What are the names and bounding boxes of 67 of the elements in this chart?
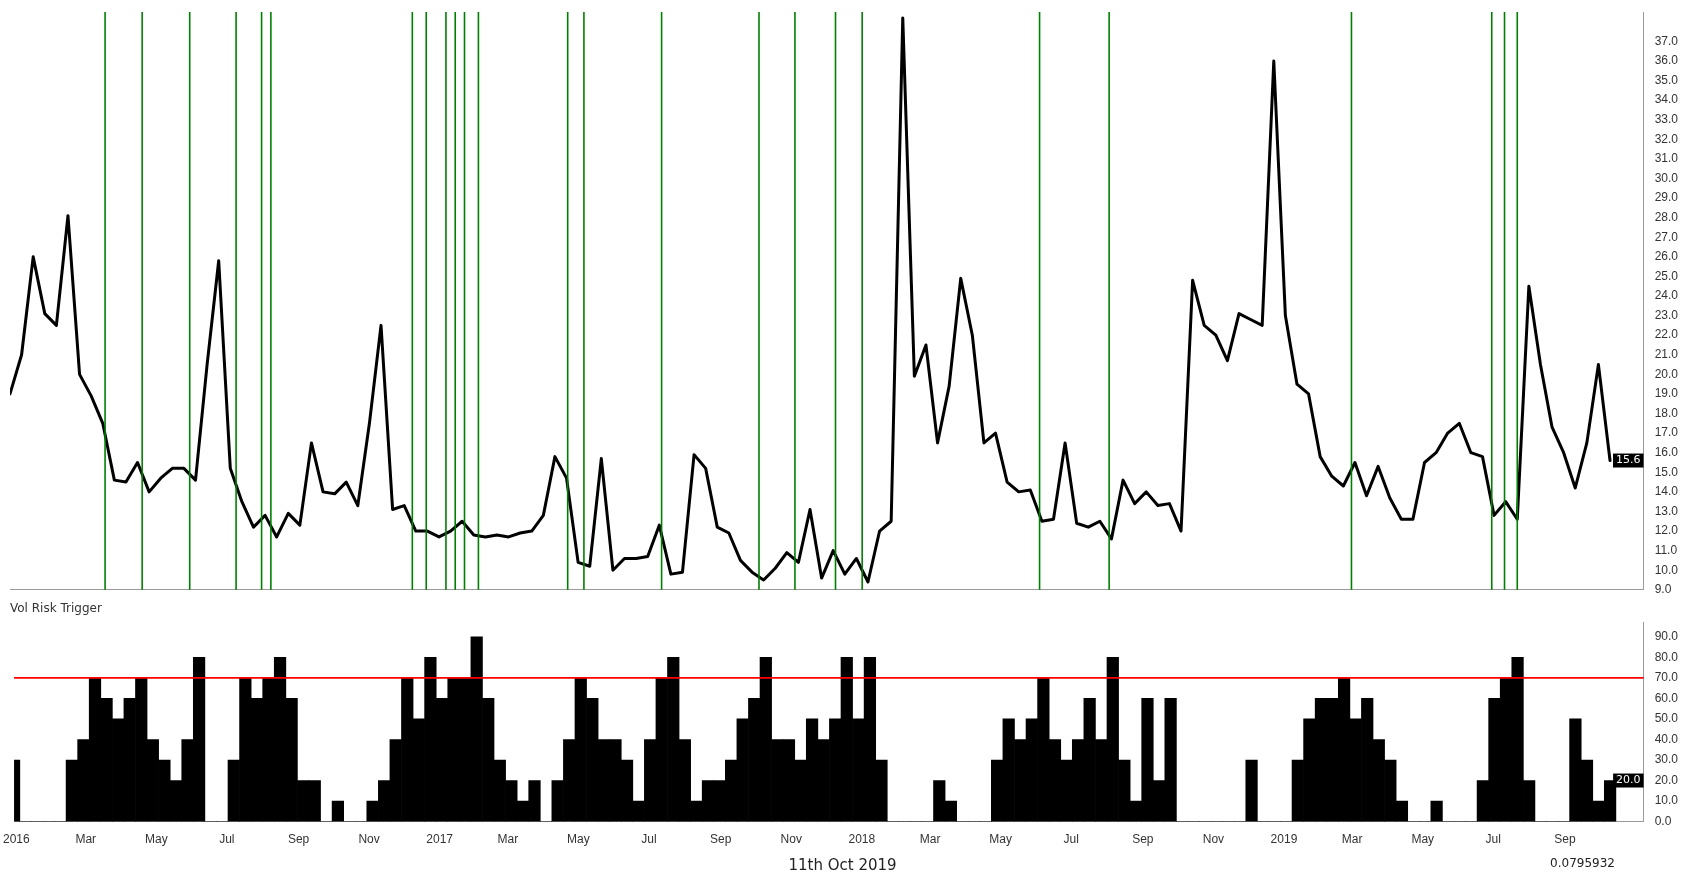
y-tick-label: 50.0 — [1654, 711, 1679, 726]
y-tick-label: 19.0 — [1654, 386, 1679, 401]
y-tick-label: 21.0 — [1654, 347, 1679, 362]
text: 0.0795932 — [1550, 856, 1615, 870]
y-tick-label: 16.0 — [1654, 445, 1679, 460]
y-tick-label: 20.0 — [1654, 366, 1679, 381]
x-tick-label: May — [144, 832, 168, 847]
annotation: 20.0 — [1616, 773, 1641, 787]
x-tick-label: Mar — [919, 832, 941, 847]
x-tick-label: Mar — [1341, 832, 1363, 847]
x-tick-label: Jul — [1063, 832, 1079, 847]
y-tick-label: 28.0 — [1654, 209, 1679, 224]
y-tick-label: 30.0 — [1654, 170, 1679, 185]
x-tick-label: May — [989, 832, 1012, 847]
x-tick-label: Mar — [75, 832, 97, 847]
x-tick-label: Sep — [1132, 832, 1154, 847]
text: 11th Oct 2019 — [788, 856, 897, 874]
y-tick-label: 37.0 — [1654, 33, 1679, 48]
annotation: 15.6 — [1616, 453, 1641, 467]
x-tick-label: Mar — [497, 832, 519, 847]
x-tick-label: 2018 — [848, 832, 876, 847]
y-tick-label: 20.0 — [1654, 772, 1679, 787]
y-tick-label: 18.0 — [1654, 405, 1679, 420]
y-tick-label: 11.0 — [1654, 542, 1678, 557]
y-tick-label: 15.0 — [1654, 464, 1679, 479]
y-tick-label: 13.0 — [1654, 503, 1679, 518]
x-tick-label: Sep — [1554, 832, 1576, 847]
y-tick-label: 22.0 — [1654, 327, 1679, 342]
y-tick-label: 26.0 — [1654, 249, 1679, 264]
y-tick-label: 10.0 — [1654, 562, 1679, 577]
y-tick-label: 27.0 — [1654, 229, 1679, 244]
y-tick-label: 34.0 — [1654, 92, 1679, 107]
chart-title: Vol Risk Trigger — [10, 601, 102, 616]
y-tick-label: 60.0 — [1654, 690, 1679, 705]
x-tick-label: Nov — [1202, 832, 1225, 847]
x-tick-label: Sep — [710, 832, 732, 847]
x-tick-label: Jul — [1485, 832, 1501, 847]
x-tick-label: May — [1411, 832, 1435, 847]
y-tick-label: 0.0 — [1654, 813, 1672, 828]
y-tick-label: 30.0 — [1654, 752, 1679, 767]
y-tick-label: 29.0 — [1654, 190, 1679, 205]
y-tick-label: 23.0 — [1654, 307, 1679, 322]
y-tick-label: 70.0 — [1654, 670, 1679, 685]
y-tick-label: 90.0 — [1654, 629, 1679, 644]
y-tick-label: 40.0 — [1654, 731, 1679, 746]
y-tick-label: 36.0 — [1654, 53, 1679, 68]
y-tick-label: 24.0 — [1654, 288, 1679, 303]
y-tick-label: 32.0 — [1654, 131, 1679, 146]
x-tick-label: Jul — [219, 832, 235, 847]
y-tick-label: 12.0 — [1654, 523, 1679, 538]
y-tick-label: 33.0 — [1654, 112, 1679, 127]
y-tick-label: 10.0 — [1654, 793, 1679, 808]
y-tick-label: 9.0 — [1654, 582, 1672, 597]
y-tick-label: 31.0 — [1654, 151, 1679, 166]
x-tick-label: May — [567, 832, 590, 847]
x-tick-label: Jul — [641, 832, 657, 847]
x-tick-label: Sep — [287, 832, 310, 847]
x-tick-label: Nov — [358, 832, 380, 847]
x-tick-label: Nov — [780, 832, 802, 847]
y-tick-label: 35.0 — [1654, 72, 1679, 87]
y-tick-label: 25.0 — [1654, 268, 1679, 283]
x-tick-label: 2019 — [1270, 832, 1298, 847]
y-tick-label: 80.0 — [1654, 649, 1679, 664]
x-tick-label: 2017 — [426, 832, 454, 847]
x-tick-label: 2016 — [3, 832, 31, 847]
y-tick-label: 17.0 — [1654, 425, 1679, 440]
y-tick-label: 14.0 — [1654, 484, 1679, 499]
